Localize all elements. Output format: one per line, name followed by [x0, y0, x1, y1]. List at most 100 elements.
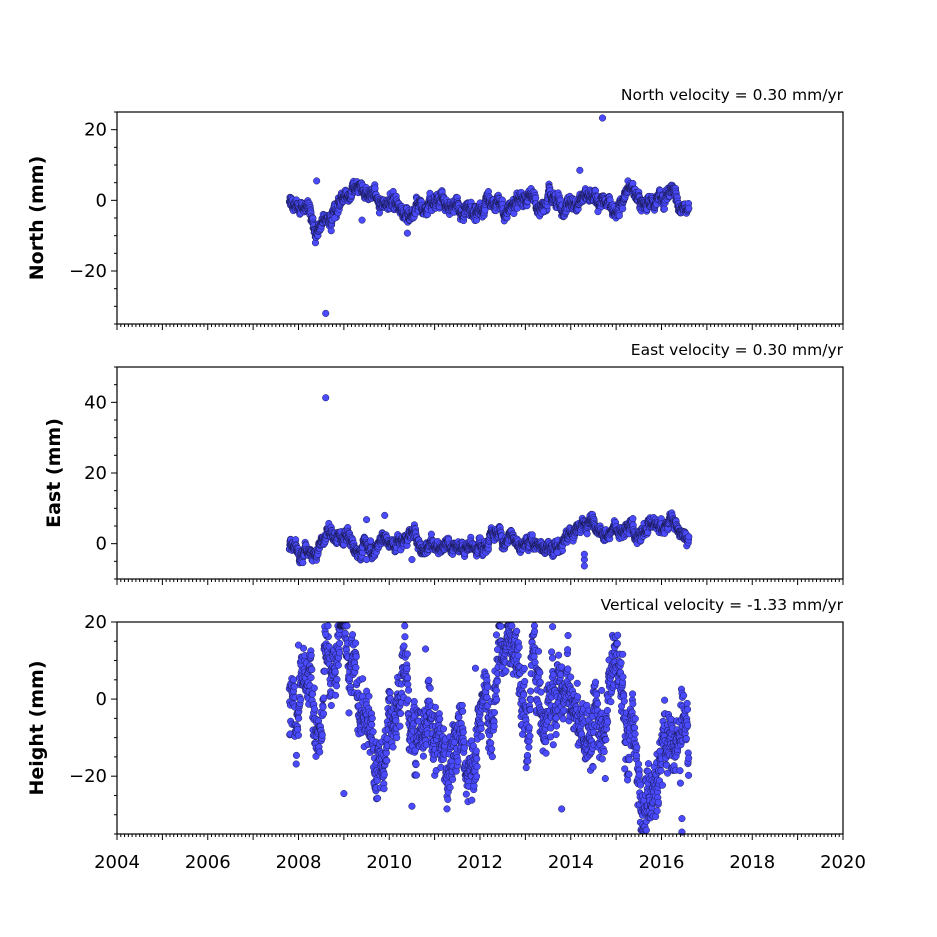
data-point — [619, 205, 627, 213]
data-point — [348, 631, 357, 639]
data-point — [403, 650, 411, 658]
data-point — [345, 709, 353, 717]
data-point — [583, 530, 591, 538]
data-point — [412, 771, 421, 779]
data-point — [294, 731, 302, 739]
data-point — [369, 728, 377, 736]
data-point — [405, 686, 413, 694]
data-point — [408, 556, 416, 564]
north-points — [285, 114, 693, 317]
data-point — [439, 725, 448, 733]
data-point — [319, 710, 328, 718]
data-point — [580, 550, 588, 558]
data-point — [292, 751, 300, 759]
data-point — [333, 675, 341, 683]
data-point — [343, 622, 351, 630]
north-title: North velocity = 0.30 mm/yr — [621, 86, 844, 104]
data-point — [539, 207, 548, 215]
data-point — [389, 743, 397, 751]
data-point — [365, 692, 373, 700]
data-point — [404, 696, 412, 704]
data-point — [334, 661, 342, 669]
data-point — [594, 208, 602, 216]
data-point — [660, 205, 669, 213]
data-point — [319, 703, 327, 711]
data-point — [383, 757, 391, 765]
data-point — [401, 622, 409, 630]
north-ylabel: North (mm) — [26, 156, 48, 281]
data-point — [363, 516, 371, 524]
data-point — [685, 204, 693, 212]
data-point — [380, 771, 388, 779]
data-point — [335, 639, 344, 647]
data-point — [297, 696, 305, 704]
data-point — [403, 674, 412, 682]
data-point — [318, 731, 326, 739]
data-point — [292, 760, 300, 768]
data-point — [436, 715, 444, 723]
y-tick-label: 20 — [84, 463, 107, 484]
data-point — [553, 548, 561, 557]
data-point — [322, 309, 330, 317]
data-point — [331, 668, 339, 676]
east-ylabel: East (mm) — [43, 418, 65, 528]
data-point — [427, 530, 435, 538]
data-point — [393, 734, 401, 742]
data-point — [392, 717, 400, 725]
data-point — [359, 675, 367, 683]
data-point — [397, 709, 405, 718]
data-point — [580, 562, 588, 570]
data-point — [426, 684, 434, 692]
data-point — [310, 705, 318, 713]
data-point — [352, 664, 360, 672]
y-tick-label: −20 — [69, 261, 107, 282]
data-point — [308, 666, 316, 674]
data-point — [313, 177, 321, 185]
data-point — [308, 690, 317, 698]
data-point — [368, 721, 376, 729]
data-point — [332, 682, 341, 690]
data-point — [307, 674, 315, 682]
y-tick-label: 20 — [84, 120, 107, 141]
data-point — [374, 794, 382, 802]
data-point — [352, 653, 360, 661]
data-point — [324, 622, 332, 630]
data-point — [431, 703, 439, 711]
data-point — [528, 531, 536, 539]
y-tick-label: 0 — [96, 190, 107, 211]
data-point — [316, 748, 324, 756]
data-point — [336, 649, 344, 657]
north-panel: −20 0 20 North velocity = 0.30 mm/yr North… — [26, 86, 844, 330]
data-point — [425, 676, 433, 684]
data-point — [327, 701, 335, 710]
y-tick-label: 40 — [84, 392, 107, 413]
data-point — [396, 722, 404, 730]
data-point — [629, 515, 637, 523]
data-point — [598, 114, 607, 122]
data-point — [386, 689, 394, 697]
data-point — [685, 533, 693, 541]
data-point — [358, 216, 366, 224]
data-point — [290, 676, 298, 684]
data-point — [410, 697, 418, 706]
data-point — [576, 166, 584, 174]
data-point — [320, 694, 328, 702]
data-point — [368, 714, 376, 722]
data-point — [380, 785, 388, 793]
data-point — [299, 559, 307, 567]
data-point — [403, 664, 411, 672]
data-point — [412, 760, 420, 768]
data-point — [363, 556, 371, 564]
data-point — [381, 511, 389, 519]
data-point — [294, 725, 302, 734]
east-title: East velocity = 0.30 mm/yr — [631, 341, 844, 359]
data-point — [352, 639, 360, 647]
data-point — [401, 633, 409, 641]
data-point — [400, 642, 408, 650]
data-point — [615, 212, 623, 220]
data-point — [419, 752, 427, 760]
data-point — [307, 651, 315, 659]
y-tick-label: 0 — [96, 534, 107, 555]
data-point — [322, 394, 330, 402]
